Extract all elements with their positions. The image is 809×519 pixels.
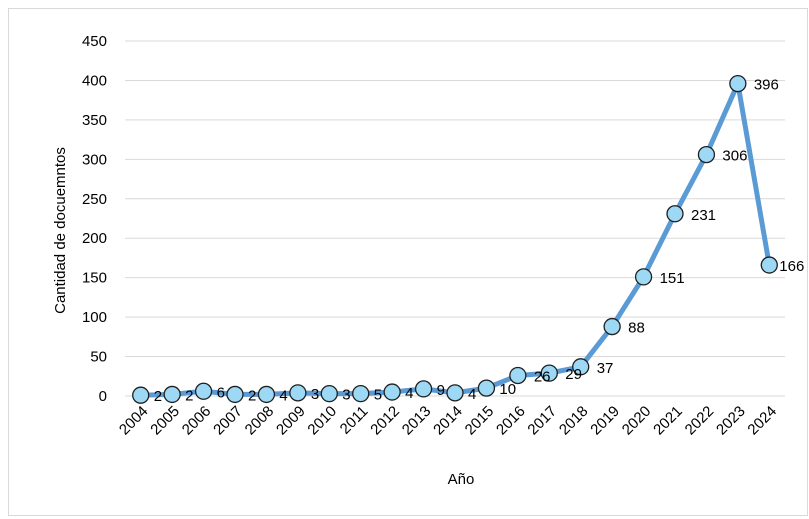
y-axis-ticks: 0 50 100 150 200 250 300 350 400 450 xyxy=(82,33,107,405)
data-label: 306 xyxy=(722,148,747,165)
y-tick-label: 350 xyxy=(82,112,107,129)
x-tick-label: 2024 xyxy=(744,403,780,439)
x-tick-label: 2009 xyxy=(273,403,309,439)
data-point xyxy=(352,384,370,403)
y-axis-title: Cantidad de docuemntos xyxy=(52,147,69,314)
series-line xyxy=(140,81,772,398)
x-tick-label: 2017 xyxy=(524,403,560,439)
data-label: 4 xyxy=(468,386,476,403)
data-point xyxy=(446,384,464,402)
data-point xyxy=(697,145,716,164)
data-label: 6 xyxy=(217,384,225,401)
x-tick-label: 2013 xyxy=(399,403,435,439)
data-point xyxy=(760,256,778,274)
data-point xyxy=(383,383,401,401)
data-point xyxy=(163,385,181,404)
x-tick-label: 2021 xyxy=(650,403,686,439)
y-tick-label: 200 xyxy=(82,230,107,247)
data-label: 2 xyxy=(248,387,256,404)
y-tick-label: 50 xyxy=(90,349,107,366)
data-point xyxy=(226,385,244,404)
x-tick-label: 2012 xyxy=(367,403,403,439)
data-label: 166 xyxy=(779,258,804,275)
x-tick-label: 2023 xyxy=(713,403,749,439)
x-tick-label: 2005 xyxy=(147,403,183,439)
data-label: 29 xyxy=(565,366,582,383)
data-label: 10 xyxy=(499,381,516,398)
data-point xyxy=(509,366,527,385)
x-tick-label: 2022 xyxy=(682,403,718,439)
x-tick-label: 2015 xyxy=(462,403,498,439)
x-tick-label: 2016 xyxy=(493,403,529,439)
x-tick-label: 2010 xyxy=(304,403,340,439)
x-tick-label: 2004 xyxy=(116,403,152,439)
data-point xyxy=(572,358,590,376)
y-tick-label: 0 xyxy=(99,388,107,405)
data-point xyxy=(666,205,684,223)
data-label: 2 xyxy=(154,388,162,405)
series-line-path xyxy=(140,81,772,398)
data-label: 9 xyxy=(437,382,445,399)
data-point xyxy=(729,74,747,93)
data-label: 3 xyxy=(342,387,350,404)
x-tick-label: 2006 xyxy=(179,403,215,439)
y-tick-label: 400 xyxy=(82,72,107,89)
data-label: 396 xyxy=(754,77,779,94)
series-markers xyxy=(132,74,778,404)
data-label: 151 xyxy=(660,270,685,287)
data-label: 3 xyxy=(311,386,319,403)
data-label: 4 xyxy=(405,385,413,402)
x-tick-label: 2018 xyxy=(556,403,592,439)
data-label: 88 xyxy=(628,320,645,337)
x-tick-label: 2007 xyxy=(210,403,246,439)
x-tick-label: 2020 xyxy=(619,403,655,439)
data-point xyxy=(603,317,621,336)
x-tick-label: 2008 xyxy=(242,403,278,439)
data-label: 26 xyxy=(534,368,551,385)
data-point xyxy=(289,384,307,402)
data-point xyxy=(320,384,338,403)
y-tick-label: 150 xyxy=(82,270,107,287)
data-label: 37 xyxy=(597,360,614,377)
x-tick-label: 2011 xyxy=(337,403,372,438)
data-point xyxy=(257,385,276,404)
x-tick-label: 2014 xyxy=(430,403,466,439)
data-point xyxy=(634,268,653,286)
data-point xyxy=(132,386,150,404)
data-point xyxy=(477,379,496,397)
y-tick-label: 300 xyxy=(82,151,107,168)
chart-frame xyxy=(8,8,808,516)
y-tick-label: 450 xyxy=(82,33,107,50)
y-tick-label: 100 xyxy=(82,309,107,326)
data-label: 2 xyxy=(185,387,193,404)
data-point xyxy=(540,364,558,382)
x-tick-label: 2019 xyxy=(587,403,623,439)
x-axis-ticks: 2004200520062007200820092010201120122013… xyxy=(116,403,780,439)
x-axis-title: Año xyxy=(448,471,475,488)
data-point xyxy=(414,380,433,398)
data-label: 231 xyxy=(691,207,716,224)
grid-lines xyxy=(125,40,785,397)
data-label: 4 xyxy=(279,387,287,404)
y-tick-label: 250 xyxy=(82,191,107,208)
data-point xyxy=(194,382,213,400)
data-label: 5 xyxy=(374,387,382,404)
